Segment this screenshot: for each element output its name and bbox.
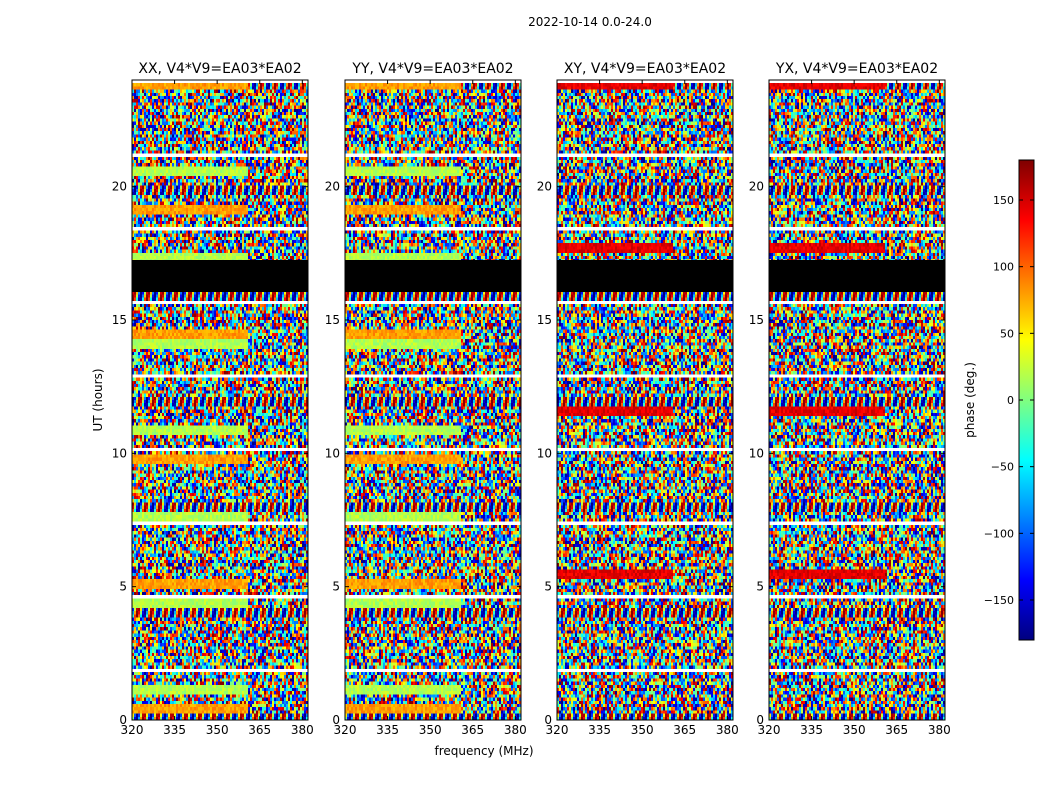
flagged-band xyxy=(345,260,521,292)
colorbar-tick-label: 0 xyxy=(1007,394,1014,407)
y-tick-label: 10 xyxy=(537,446,552,460)
phase-heatmap xyxy=(132,80,308,720)
phase-heatmap xyxy=(769,80,945,720)
y-tick-label: 10 xyxy=(325,446,340,460)
phase-heatmap xyxy=(345,80,521,720)
y-tick-label: 20 xyxy=(325,180,340,194)
x-tick-label: 380 xyxy=(291,723,314,737)
x-tick-label: 365 xyxy=(248,723,271,737)
y-tick-label: 15 xyxy=(112,313,127,327)
panel-title: XY, V4*V9=EA03*EA02 xyxy=(564,61,726,77)
panel-2: YY, V4*V9=EA03*EA02 320 335 350 365 380 0 5 10 15… xyxy=(325,61,527,737)
y-tick-label: 20 xyxy=(112,180,127,194)
y-tick-label: 0 xyxy=(119,713,127,727)
y-tick-label: 5 xyxy=(332,580,340,594)
x-tick-label: 365 xyxy=(461,723,484,737)
panel-title: YY, V4*V9=EA03*EA02 xyxy=(351,61,513,77)
flagged-band xyxy=(769,260,945,292)
y-axis-label: UT (hours) xyxy=(91,368,105,431)
x-tick-label: 335 xyxy=(163,723,186,737)
colorbar-label: phase (deg.) xyxy=(963,362,977,438)
plot-frame xyxy=(768,79,946,721)
plot-frame xyxy=(556,79,734,721)
y-tick-label: 0 xyxy=(544,713,552,727)
panel-4: YX, V4*V9=EA03*EA02 320 335 350 365 380 0 5 10 15… xyxy=(749,61,951,737)
colorbar-tick-label: 50 xyxy=(1000,327,1014,340)
panel-title: XX, V4*V9=EA03*EA02 xyxy=(138,61,301,77)
y-tick-label: 0 xyxy=(756,713,764,727)
y-tick-label: 20 xyxy=(749,180,764,194)
x-tick-label: 365 xyxy=(673,723,696,737)
x-tick-label: 320 xyxy=(121,723,144,737)
x-tick-label: 320 xyxy=(546,723,569,737)
plot-frame xyxy=(344,79,522,721)
x-tick-label: 320 xyxy=(334,723,357,737)
y-tick-label: 15 xyxy=(749,313,764,327)
colorbar-tick-label: 100 xyxy=(993,261,1014,274)
panel-3: XY, V4*V9=EA03*EA02 320 335 350 365 380 0 5 10 15… xyxy=(537,61,739,737)
x-tick-label: 365 xyxy=(885,723,908,737)
x-tick-label: 350 xyxy=(843,723,866,737)
figure-title: 2022-10-14 0.0-24.0 xyxy=(528,15,652,29)
phase-heatmap xyxy=(557,80,733,720)
y-tick-label: 10 xyxy=(749,446,764,460)
x-tick-label: 320 xyxy=(758,723,781,737)
x-tick-label: 380 xyxy=(716,723,739,737)
x-tick-label: 380 xyxy=(504,723,527,737)
colorbar-tick-label: −50 xyxy=(991,461,1014,474)
flagged-band xyxy=(557,260,733,292)
x-tick-label: 335 xyxy=(800,723,823,737)
panel-1: XX, V4*V9=EA03*EA02 320 335 350 365 380 0 5 10 15… xyxy=(112,61,314,737)
colorbar-tick-label: 150 xyxy=(993,194,1014,207)
y-tick-label: 5 xyxy=(119,580,127,594)
colorbar-tick-label: −100 xyxy=(984,527,1014,540)
y-tick-label: 20 xyxy=(537,180,552,194)
y-tick-label: 15 xyxy=(325,313,340,327)
x-tick-label: 335 xyxy=(376,723,399,737)
y-tick-label: 15 xyxy=(537,313,552,327)
x-tick-label: 380 xyxy=(928,723,951,737)
x-tick-label: 350 xyxy=(419,723,442,737)
colorbar-tick-label: −150 xyxy=(984,594,1014,607)
plot-frame xyxy=(131,79,309,721)
panels: XX, V4*V9=EA03*EA02 320 335 350 365 380 0 5 10 15… xyxy=(112,61,951,737)
flagged-band xyxy=(132,260,308,292)
x-axis-label: frequency (MHz) xyxy=(434,744,533,758)
x-tick-label: 350 xyxy=(206,723,229,737)
x-tick-label: 350 xyxy=(631,723,654,737)
panel-title: YX, V4*V9=EA03*EA02 xyxy=(775,61,938,77)
colorbar: 150 100 50 0 −50 −100 −150 phase (deg.) xyxy=(963,159,1035,641)
y-tick-label: 5 xyxy=(544,580,552,594)
y-tick-label: 5 xyxy=(756,580,764,594)
x-tick-label: 335 xyxy=(588,723,611,737)
y-tick-label: 10 xyxy=(112,446,127,460)
y-tick-label: 0 xyxy=(332,713,340,727)
